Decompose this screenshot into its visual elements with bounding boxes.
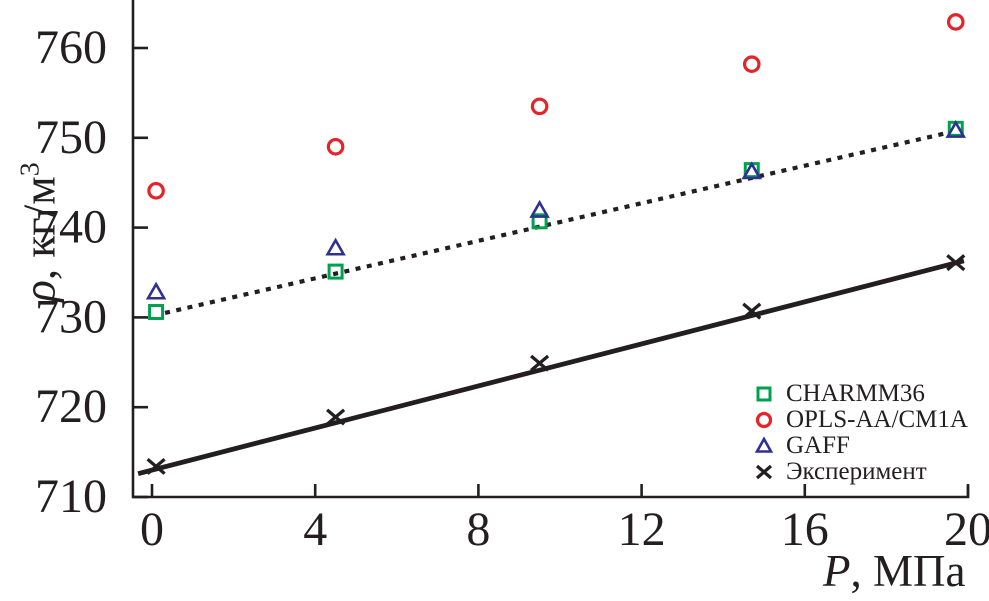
x-tick-label: 16 bbox=[781, 503, 829, 556]
marker-opls-aa-cm1a bbox=[326, 137, 345, 156]
legend-item-opls: OPLS-AA/CM1A bbox=[752, 406, 968, 433]
x-tick-label: 20 bbox=[944, 503, 989, 556]
marker-gaff bbox=[945, 119, 967, 138]
x-tick-label: 12 bbox=[618, 503, 666, 556]
marker-opls-aa-cm1a bbox=[147, 181, 165, 200]
marker-charmm36 bbox=[531, 213, 548, 230]
y-tick-label: 750 bbox=[35, 111, 107, 164]
legend-item-charmm36: CHARMM36 bbox=[752, 380, 968, 407]
marker-эксперимент bbox=[146, 458, 166, 475]
marker-gaff bbox=[741, 161, 763, 180]
marker-gaff bbox=[325, 237, 346, 256]
marker-opls-aa-cm1a bbox=[946, 13, 965, 31]
marker-gaff bbox=[145, 281, 167, 300]
x-axis-symbol: P bbox=[823, 546, 851, 596]
marker-эксперимент bbox=[530, 354, 550, 372]
marker-эксперимент bbox=[326, 408, 346, 426]
y-axis-label: ρ, кг/м3 bbox=[14, 162, 65, 302]
circle-marker-icon bbox=[752, 408, 786, 432]
y-tick-label: 710 bbox=[35, 470, 107, 523]
y-tick-label: 760 bbox=[35, 21, 107, 74]
x-tick-label: 4 bbox=[303, 503, 327, 556]
legend-item-gaff: GAFF bbox=[752, 432, 968, 459]
marker-эксперимент bbox=[946, 254, 966, 272]
marker-gaff bbox=[529, 199, 550, 218]
x-axis-units: , МПа bbox=[850, 546, 966, 596]
x-axis-label: P, МПа bbox=[823, 549, 965, 594]
cross-marker-icon bbox=[752, 460, 786, 484]
y-tick-label: 740 bbox=[35, 201, 107, 254]
square-marker-icon bbox=[752, 382, 786, 406]
legend-label: CHARMM36 bbox=[786, 380, 925, 407]
legend-label: OPLS-AA/CM1A bbox=[786, 406, 968, 433]
triangle-marker-icon bbox=[752, 434, 786, 458]
legend-label: Эксперимент bbox=[786, 458, 927, 485]
marker-эксперимент bbox=[742, 302, 762, 320]
marker-opls-aa-cm1a bbox=[530, 97, 549, 116]
legend-item-experiment: Эксперимент bbox=[752, 458, 968, 485]
legend: CHARMM36 OPLS-AA/CM1A GAFF Эксперимент bbox=[752, 380, 968, 485]
x-tick-label: 8 bbox=[466, 503, 490, 556]
marker-opls-aa-cm1a bbox=[742, 55, 761, 73]
x-tick-label: 0 bbox=[140, 503, 164, 556]
marker-charmm36 bbox=[327, 263, 344, 280]
dotted-fit-line bbox=[164, 131, 947, 315]
y-tick-label: 730 bbox=[35, 290, 107, 343]
legend-label: GAFF bbox=[786, 432, 850, 459]
marker-charmm36 bbox=[148, 304, 165, 321]
y-axis-units-exponent: 3 bbox=[14, 162, 46, 177]
solid-fit-line bbox=[137, 258, 965, 476]
y-axis-symbol: ρ bbox=[14, 280, 65, 302]
y-tick-label: 720 bbox=[35, 380, 107, 433]
y-axis-units: , кг/м bbox=[14, 176, 65, 281]
